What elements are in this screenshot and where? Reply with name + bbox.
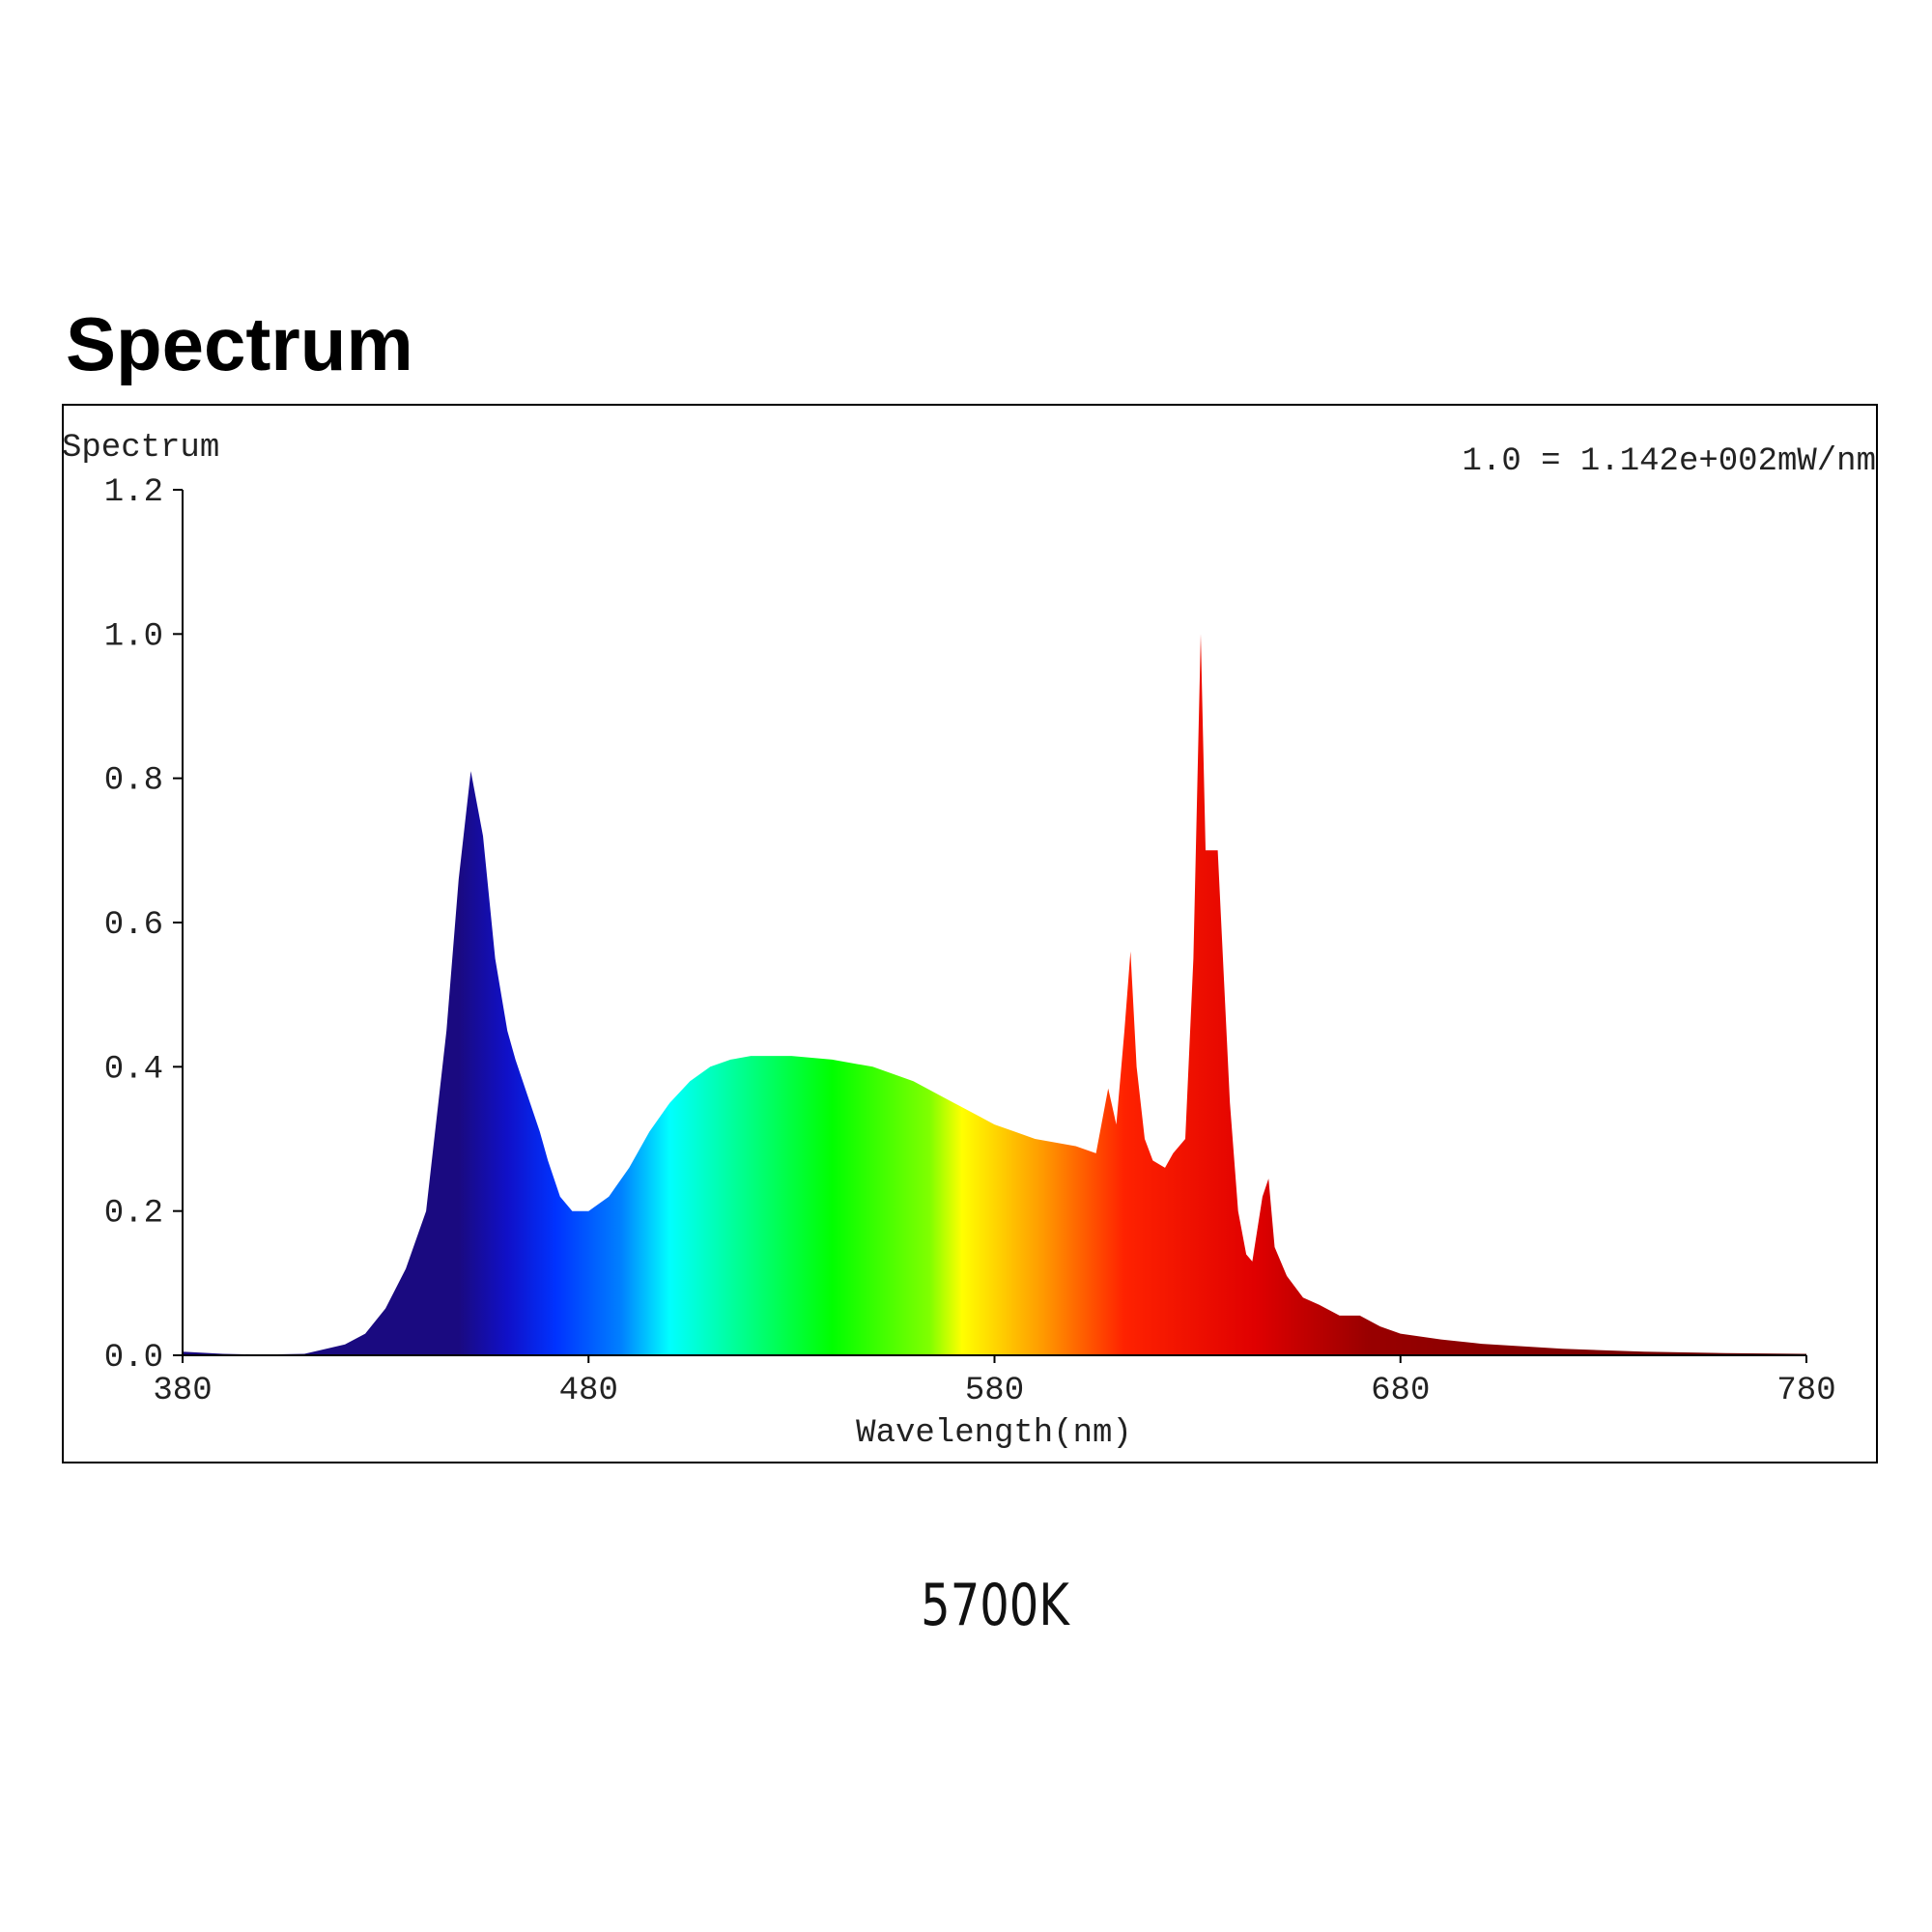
x-tick-label: 380 bbox=[153, 1373, 212, 1409]
chart-frame bbox=[62, 404, 1878, 1463]
y-axis-label: Spectrum bbox=[62, 430, 219, 467]
y-tick-label: 0.4 bbox=[104, 1051, 163, 1088]
y-tick-label: 0.0 bbox=[104, 1340, 163, 1377]
plot: 0.0 0.2 0.4 0.6 0.8 1.0 1.2 380 480 580 680 780 bbox=[104, 474, 1836, 1409]
x-tick-label: 580 bbox=[965, 1373, 1024, 1409]
y-tick-label: 0.8 bbox=[104, 763, 163, 800]
y-tick-label: 0.6 bbox=[104, 907, 163, 944]
caption: 5700K bbox=[921, 1572, 1070, 1639]
y-tick-label: 0.2 bbox=[104, 1196, 163, 1233]
x-tick-label: 480 bbox=[559, 1373, 618, 1409]
heading: Spectrum bbox=[66, 301, 413, 386]
x-tick-label: 780 bbox=[1776, 1373, 1835, 1409]
x-axis-label: Wavelength(nm) bbox=[856, 1415, 1132, 1452]
annotation: 1.0 = 1.142e+002mW/nm bbox=[1463, 443, 1876, 480]
spectrum-area bbox=[183, 634, 1806, 1355]
y-tick-label: 1.2 bbox=[104, 474, 163, 511]
y-tick-label: 1.0 bbox=[104, 618, 163, 655]
x-tick-label: 680 bbox=[1371, 1373, 1430, 1409]
